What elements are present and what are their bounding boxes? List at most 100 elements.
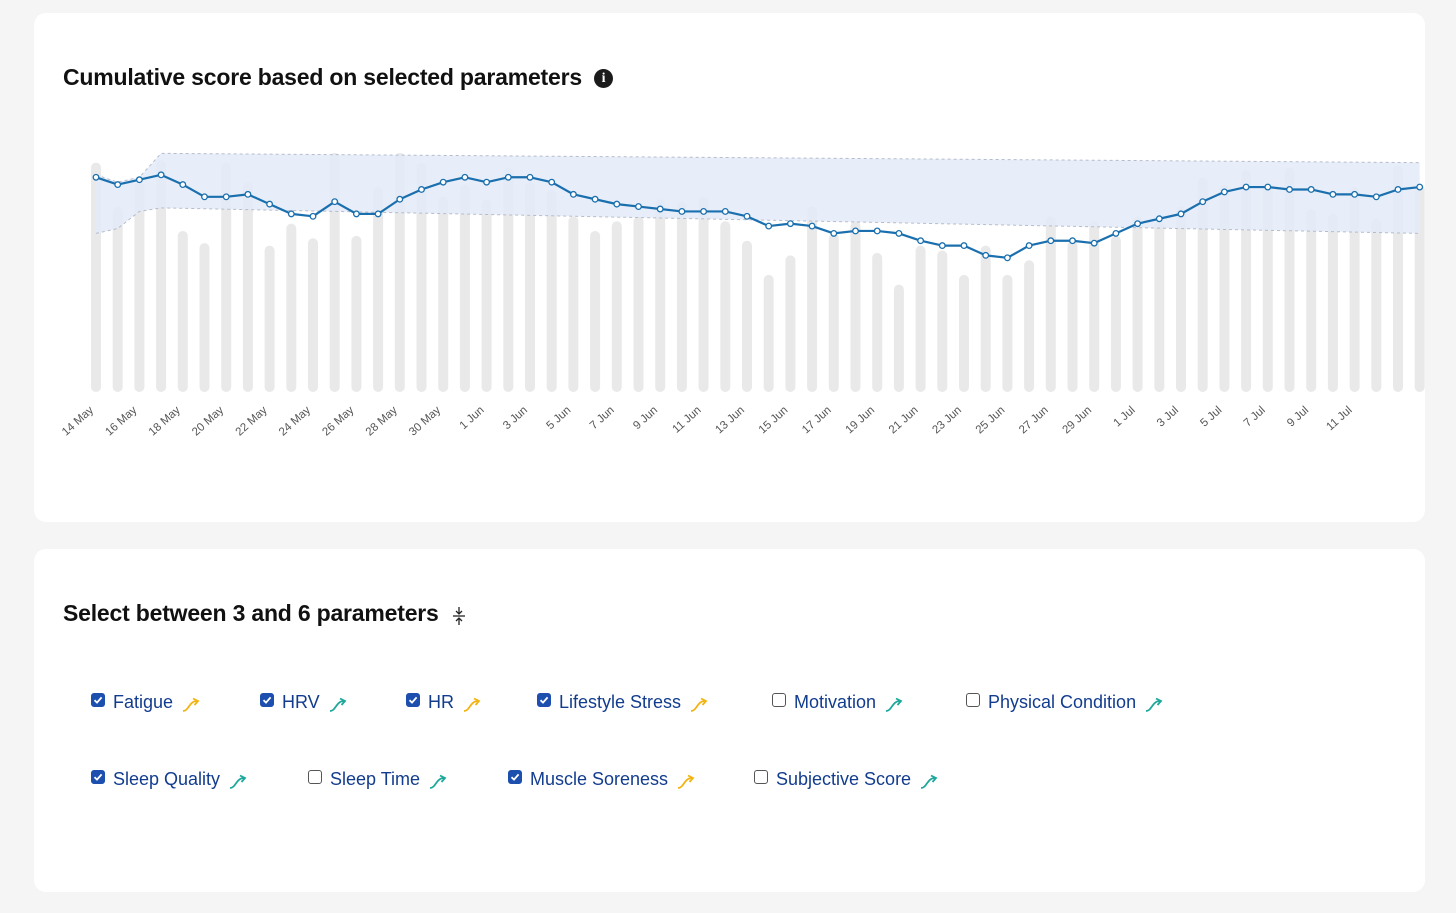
parameter-option[interactable]: Sleep Time [308, 769, 450, 790]
parameter-option[interactable]: Muscle Soreness [508, 769, 698, 790]
chart-bar [611, 221, 622, 392]
score-point [1025, 242, 1033, 250]
parameter-checkbox[interactable] [91, 770, 105, 784]
parameter-label: HR [428, 692, 454, 712]
chart-bar [872, 252, 883, 392]
chart-bar [785, 255, 796, 392]
parameter-label: Motivation [794, 692, 877, 712]
chart-bar [633, 216, 644, 392]
chart-title: Cumulative score based on selected param… [63, 64, 613, 91]
x-tick-label: 28 May [364, 404, 400, 438]
score-point [222, 193, 230, 201]
score-point [266, 200, 274, 208]
x-tick-label: 25 Jun [974, 404, 1008, 436]
parameters-title-text: Select between 3 and 6 parameters [63, 600, 439, 626]
score-point [656, 205, 664, 213]
chart-bar [351, 235, 362, 392]
chart-bar [156, 160, 167, 392]
parameter-option[interactable]: Lifestyle Stress [537, 692, 711, 713]
chart-bar [264, 245, 275, 392]
x-tick-label: 3 Jul [1155, 404, 1181, 429]
score-point [483, 178, 491, 186]
score-point [1134, 220, 1142, 228]
chart-bar [850, 221, 861, 392]
parameter-option[interactable]: Subjective Score [754, 769, 941, 790]
band-lower-edge [95, 207, 1420, 234]
score-point [786, 220, 794, 228]
parameter-option[interactable]: Motivation [772, 692, 906, 713]
score-point [808, 222, 816, 230]
parameter-checkbox[interactable] [91, 693, 105, 707]
x-tick-label: 7 Jul [1242, 404, 1268, 429]
score-point [1394, 186, 1402, 193]
score-point [331, 198, 339, 206]
chart-bar [416, 162, 427, 392]
trend-arrow-icon [884, 697, 906, 713]
parameter-checkbox[interactable] [537, 693, 551, 707]
score-point [1286, 186, 1293, 193]
score-point [1112, 229, 1120, 237]
parameters-card: Select between 3 and 6 parameters Fatigu… [34, 549, 1425, 892]
parameter-label: Physical Condition [988, 692, 1137, 712]
chart-bar [1089, 221, 1100, 392]
score-point [960, 242, 968, 250]
chart-bar [481, 199, 492, 392]
parameter-checkbox[interactable] [260, 693, 274, 707]
trend-arrow-icon [181, 697, 203, 713]
score-point [526, 173, 534, 181]
score-point [917, 237, 925, 245]
chart-bar [1154, 221, 1165, 392]
chart-bar [1262, 182, 1273, 392]
parameter-option[interactable]: Sleep Quality [91, 769, 250, 790]
chart-bar [1002, 274, 1013, 392]
info-icon[interactable]: i [593, 69, 613, 88]
collapse-vertical-icon[interactable] [451, 606, 467, 626]
chart-bar [242, 182, 253, 392]
score-point [591, 195, 599, 203]
trend-arrow-icon [1144, 697, 1166, 713]
score-point [352, 210, 360, 218]
x-tick-label: 13 Jun [713, 404, 747, 436]
chart-bar [1024, 260, 1035, 392]
chart-bar [373, 187, 384, 392]
x-tick-label: 11 Jun [671, 404, 704, 435]
parameter-option[interactable]: Fatigue [91, 692, 203, 713]
score-point [1372, 193, 1380, 201]
parameter-checkbox[interactable] [508, 770, 522, 784]
chart-bar [546, 189, 557, 392]
x-tick-label: 9 Jun [631, 404, 660, 432]
chart-bar [655, 199, 666, 392]
score-point [374, 210, 382, 218]
parameter-checkbox[interactable] [772, 693, 786, 707]
parameter-option[interactable]: HRV [260, 692, 350, 713]
score-point [613, 200, 621, 208]
parameter-checkbox[interactable] [754, 770, 768, 784]
parameter-checkbox[interactable] [966, 693, 980, 707]
chart-bar [742, 240, 752, 392]
score-point [1220, 188, 1228, 196]
parameter-options: Fatigue HRV HR Lifestyle Stress Motivation Ph… [34, 549, 1425, 892]
chart-bar [459, 184, 470, 392]
chart-bar [807, 206, 818, 392]
score-point [982, 251, 990, 259]
chart-bar [893, 284, 904, 392]
x-tick-label: 14 May [60, 404, 96, 438]
parameter-checkbox[interactable] [308, 770, 322, 784]
score-point [635, 203, 642, 211]
x-tick-label: 1 Jun [458, 404, 487, 432]
score-point [396, 195, 404, 203]
parameter-option[interactable]: HR [406, 692, 484, 713]
parameter-checkbox[interactable] [406, 693, 420, 707]
score-point [1416, 183, 1424, 191]
parameter-label: Subjective Score [776, 769, 912, 789]
chart-bar [1327, 213, 1338, 392]
score-point [135, 176, 143, 184]
trend-arrow-icon [689, 697, 711, 713]
x-tick-label: 24 May [277, 404, 313, 438]
x-tick-label: 18 May [147, 404, 183, 438]
parameter-option[interactable]: Physical Condition [966, 692, 1166, 713]
trend-arrow-icon [228, 774, 250, 790]
chart-bar [1306, 209, 1317, 392]
chart-bar [1219, 184, 1230, 392]
score-point [439, 178, 447, 186]
